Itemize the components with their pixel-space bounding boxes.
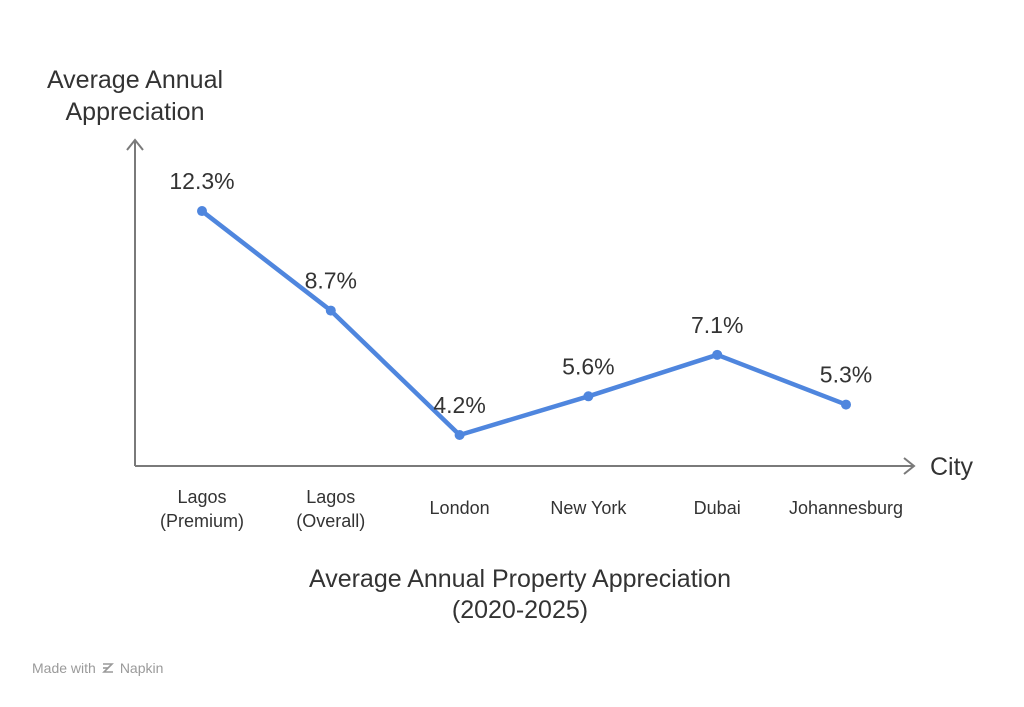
series-line bbox=[199, 208, 849, 438]
x-tick-label: (Premium) bbox=[160, 511, 244, 531]
data-point bbox=[583, 391, 594, 402]
data-label: 5.6% bbox=[562, 353, 614, 379]
x-tick-label: New York bbox=[550, 498, 627, 518]
data-point bbox=[197, 206, 207, 217]
x-tick-label: Dubai bbox=[694, 498, 741, 518]
data-point bbox=[712, 349, 723, 360]
chart-title-line: (2020-2025) bbox=[451, 596, 589, 624]
x-axis-arrow-icon bbox=[903, 457, 916, 475]
x-tick-label: (Overall) bbox=[296, 511, 365, 531]
chart-title-line: Average Annual Property Appreciation bbox=[308, 565, 732, 593]
data-label: 12.3% bbox=[169, 168, 234, 194]
data-label: 7.1% bbox=[691, 312, 743, 338]
x-tick-labels: Lagos (Premium) Lagos (Overall) London New Yo… bbox=[160, 487, 903, 531]
credit-brand: Napkin bbox=[119, 660, 164, 676]
x-tick-label: Lagos bbox=[177, 487, 226, 507]
data-point bbox=[841, 399, 851, 410]
credit-prefix: Made with bbox=[32, 660, 96, 676]
credit: Made with Napkin bbox=[32, 660, 163, 676]
y-axis-label-line: Appreciation bbox=[65, 98, 205, 126]
data-label: 5.3% bbox=[820, 362, 872, 388]
y-axis-arrow-icon bbox=[126, 138, 144, 151]
data-point bbox=[454, 430, 465, 440]
data-point bbox=[325, 305, 336, 316]
x-tick-label: Johannesburg bbox=[789, 498, 903, 518]
data-label: 4.2% bbox=[433, 392, 485, 418]
x-axis-label: City bbox=[930, 453, 974, 481]
x-tick-label: Lagos bbox=[306, 487, 355, 507]
y-axis-label-line: Average Annual bbox=[46, 66, 224, 94]
napkin-logo-icon bbox=[101, 663, 114, 673]
y-axis-label: Average Annual Appreciation bbox=[20, 64, 250, 128]
x-tick-label: London bbox=[430, 498, 490, 518]
chart-title: Average Annual Property Appreciation (20… bbox=[220, 564, 820, 626]
data-label: 8.7% bbox=[305, 268, 357, 294]
plot-area: 12.3% 8.7% 4.2% 5.6% 7.1% 5.3% bbox=[169, 168, 872, 440]
axes bbox=[126, 138, 916, 475]
